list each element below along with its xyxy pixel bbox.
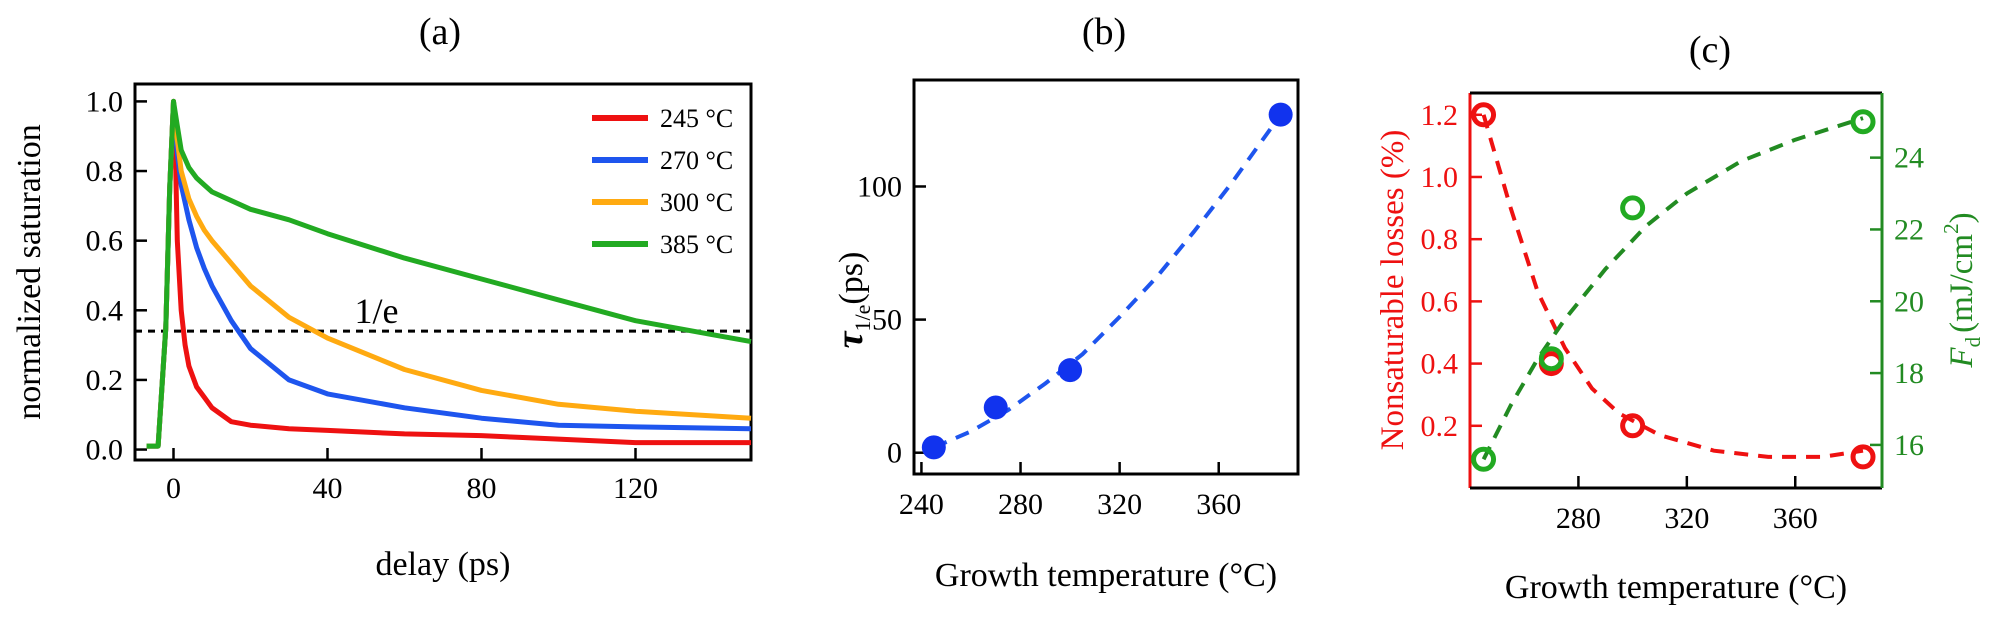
legend-label: 385 °C (660, 230, 733, 259)
legend-label: 300 °C (660, 188, 733, 217)
panel-c-left-tick-label: 0.8 (1421, 223, 1459, 256)
panel-b-x-tick-label: 240 (899, 488, 944, 521)
panel-b-chart: 240 280 320 360 0 50 100 Growth temperature (°… (829, 78, 1300, 594)
panel-c-right-tick-label: 20 (1894, 285, 1924, 318)
panel-c-chart: 280 320 360 0.2 0.4 0.6 0.8 1.0 1.2 16 18 20 22 24 Gr… (1375, 91, 1985, 606)
panel-b-data-point (983, 395, 1008, 420)
panel-b-fit-curve (933, 113, 1283, 450)
panel-a-frame (133, 82, 753, 462)
panel-a-x-tick-label: 80 (467, 472, 497, 505)
panel-c-right-tick-label: 18 (1894, 357, 1924, 390)
panel-c-left-tick-label: 0.6 (1421, 285, 1459, 318)
panel-c-left-tick-label: 1.2 (1421, 99, 1459, 132)
fluence-data-point (1620, 195, 1646, 221)
panel-b-y-tick-label: 0 (887, 437, 902, 470)
panel-c-x-tick-label: 280 (1556, 502, 1601, 535)
panel-c-left-y-axis-title: Nonsaturable losses (%) (1375, 130, 1411, 451)
losses-fit-curve (1481, 114, 1864, 459)
panel-c-right-tick-label: 16 (1894, 429, 1924, 462)
panel-b-y-axis-title: τ1/e(ps) (829, 252, 875, 349)
panel-c-left-tick-label: 0.2 (1421, 410, 1459, 443)
legend-label: 245 °C (660, 104, 733, 133)
panel-a-y-tick-label: 0.8 (86, 155, 124, 188)
panel-b-data-point (1058, 358, 1083, 383)
panel-c-right-tick-label: 22 (1894, 213, 1924, 246)
losses-data-point (1620, 413, 1646, 439)
fluence-data-point (1850, 109, 1876, 135)
panel-b-x-axis-title: Growth temperature (°C) (935, 557, 1277, 594)
panel-b-label: (b) (1082, 11, 1126, 53)
panel-c-right-y-axis-title: Fd(mJ/cm2) (1939, 212, 1985, 368)
losses-data-point (1471, 102, 1497, 128)
inverse-e-label: 1/e (354, 291, 398, 331)
series-line-385C (146, 98, 752, 449)
panel-a-x-axis-title: delay (ps) (375, 546, 510, 583)
panel-c-x-tick-label: 360 (1773, 502, 1818, 535)
panel-a-y-tick-label: 1.0 (86, 85, 124, 118)
panel-c-x-axis-title: Growth temperature (°C) (1505, 569, 1847, 606)
panel-b-data-point (921, 435, 946, 460)
losses-data-point (1850, 444, 1876, 470)
panel-a-x-tick-label: 0 (166, 472, 181, 505)
panel-a-y-tick-label: 0.4 (86, 294, 124, 327)
fluence-fit-curve (1481, 116, 1864, 461)
panel-a-y-tick-label: 0.2 (86, 364, 124, 397)
panel-a-x-tick-label: 120 (613, 472, 658, 505)
legend: 245 °C 270 °C 300 °C 385 °C (592, 104, 733, 259)
panel-b-y-tick-label: 100 (857, 170, 902, 203)
panel-c-left-tick-label: 1.0 (1421, 161, 1459, 194)
panel-a-chart: 0 40 80 120 0.0 0.2 0.4 0.6 0.8 1.0 1/e 245 °C 270… (11, 82, 753, 583)
panel-b-x-tick-label: 320 (1097, 488, 1142, 521)
panel-a-y-axis-title: normalized saturation (11, 124, 48, 420)
panel-c-x-tick-label: 320 (1664, 502, 1709, 535)
panel-a-y-tick-label: 0.0 (86, 434, 124, 467)
panel-b-x-tick-label: 280 (998, 488, 1043, 521)
panel-b-x-tick-label: 360 (1196, 488, 1241, 521)
panel-a-label: (a) (419, 11, 461, 53)
panel-b-frame (912, 78, 1300, 476)
fluence-data-point (1471, 446, 1497, 472)
panel-a-x-tick-label: 40 (313, 472, 343, 505)
legend-label: 270 °C (660, 146, 733, 175)
fluence-data-point (1538, 346, 1564, 372)
panel-c-left-tick-label: 0.4 (1421, 348, 1459, 381)
panel-b-y-tick-label: 50 (872, 304, 902, 337)
panel-a-y-tick-label: 0.6 (86, 225, 124, 258)
panel-c-right-tick-label: 24 (1894, 142, 1924, 175)
panel-b-data-point (1268, 102, 1293, 127)
panel-c-label: (c) (1689, 29, 1731, 71)
